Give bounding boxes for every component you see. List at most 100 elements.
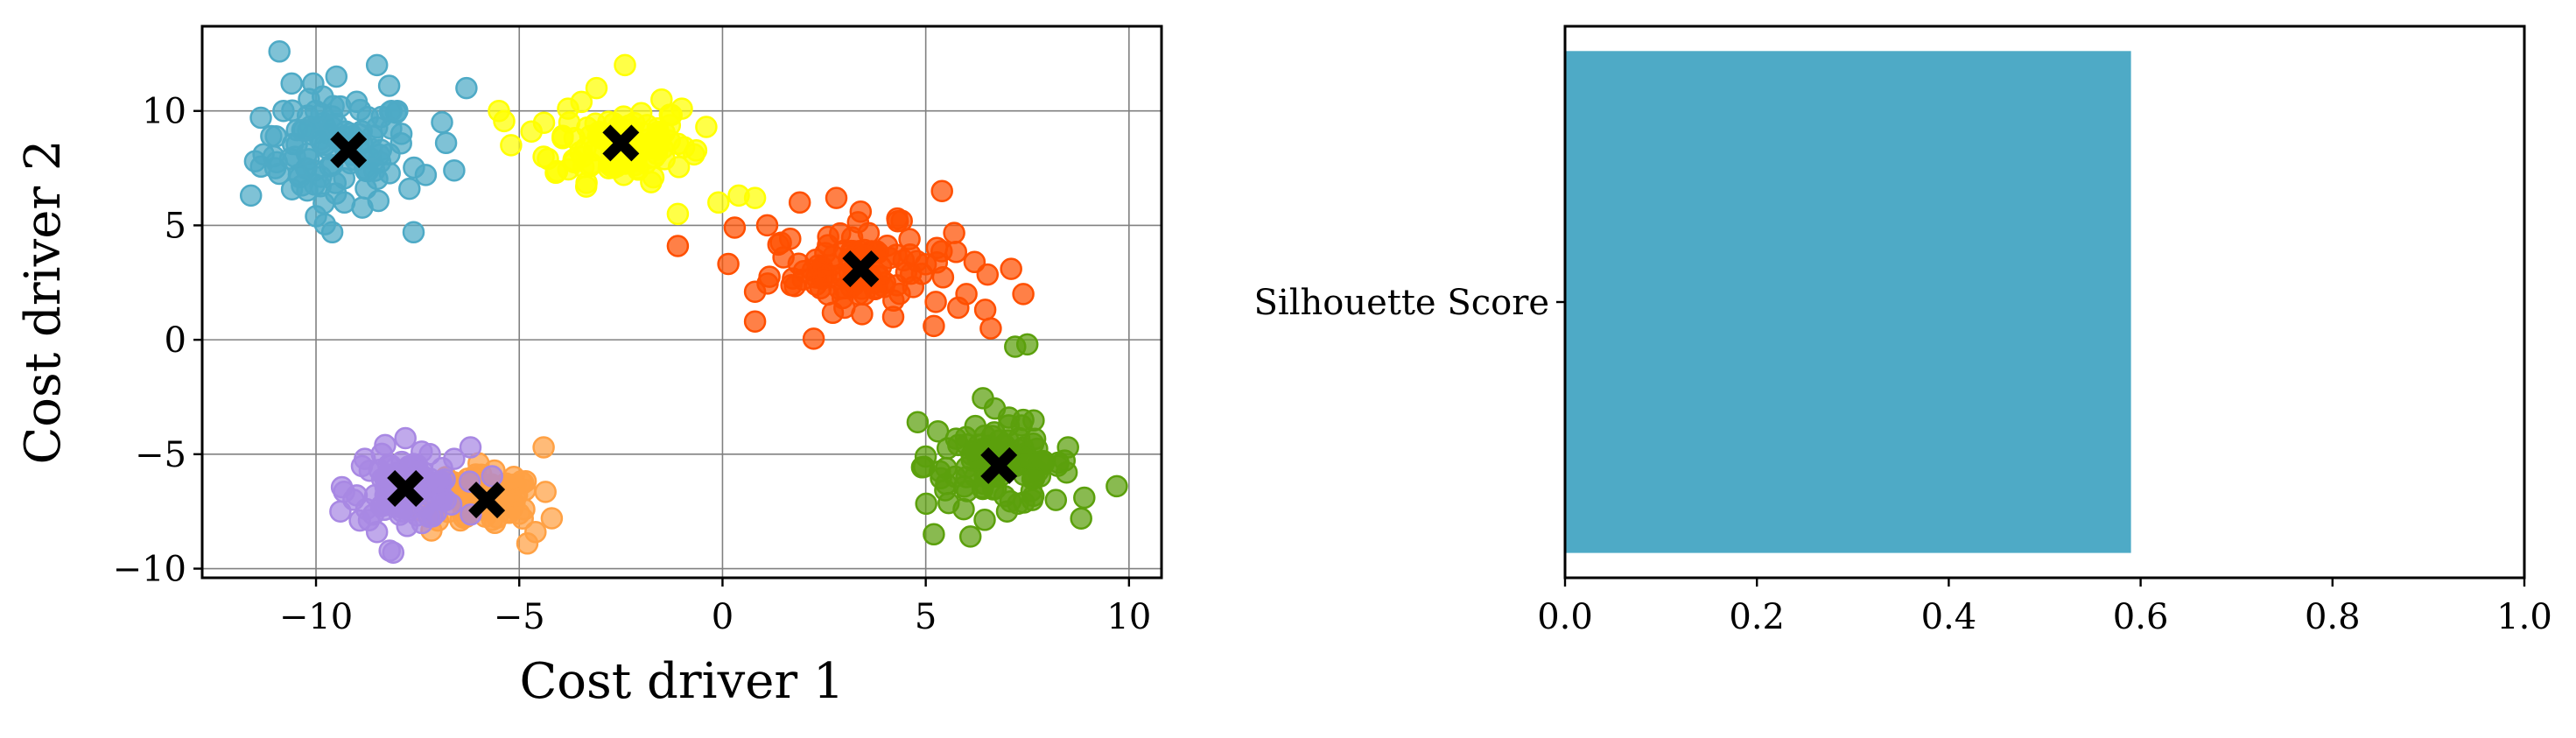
scatter-point xyxy=(892,249,916,272)
scatter-point xyxy=(910,263,934,285)
scatter-point xyxy=(707,191,730,214)
scatter-point xyxy=(513,498,536,521)
scatter-x-tick-label: −10 xyxy=(279,597,353,637)
scatter-point xyxy=(743,186,767,209)
scatter-point xyxy=(666,202,690,226)
scatter-point xyxy=(502,466,525,488)
scatter-point xyxy=(636,128,660,151)
scatter-point xyxy=(455,76,478,100)
silhouette-bar-chart: 0.0 0.2 0.4 0.6 0.8 1.0 Silhouette Score xyxy=(1254,25,2552,637)
scatter-point xyxy=(532,111,556,134)
scatter-point xyxy=(906,411,930,433)
scatter-x-ticks: −10 −5 0 5 10 xyxy=(279,578,1151,637)
scatter-point xyxy=(585,76,608,100)
scatter-point xyxy=(403,156,425,179)
scatter-x-tick-label: 10 xyxy=(1106,597,1151,637)
scatter-point xyxy=(493,109,516,133)
scatter-point xyxy=(268,40,291,63)
scatter-point xyxy=(563,151,586,173)
scatter-point xyxy=(431,111,453,134)
scatter-point xyxy=(524,520,547,544)
scatter-point xyxy=(667,156,691,179)
scatter-point xyxy=(658,103,682,126)
scatter-point xyxy=(993,484,1016,508)
scatter-y-ticks: −10 −5 0 5 10 xyxy=(113,92,202,590)
scatter-point xyxy=(574,175,598,198)
scatter-point xyxy=(309,174,332,198)
centroid-marker xyxy=(468,481,506,519)
scatter-point xyxy=(291,118,314,142)
scatter-point xyxy=(363,159,386,182)
scatter-point xyxy=(910,456,934,479)
bar-x-tick-label: 0.8 xyxy=(2305,597,2361,637)
bar-chart-bars xyxy=(1565,51,2131,553)
bar-x-ticks: 0.0 0.2 0.4 0.6 0.8 1.0 xyxy=(1537,578,2552,637)
scatter-x-axis-title: Cost driver 1 xyxy=(519,653,844,710)
scatter-point xyxy=(322,95,345,118)
scatter-point xyxy=(930,179,953,202)
scatter-point xyxy=(434,488,458,512)
scatter-y-tick-label: 10 xyxy=(142,92,186,132)
scatter-point xyxy=(351,196,374,219)
scatter-point xyxy=(666,235,690,257)
scatter-point xyxy=(853,283,876,306)
bar-x-tick-label: 0.0 xyxy=(1537,597,1593,637)
scatter-point xyxy=(534,481,557,503)
scatter-point xyxy=(840,226,864,250)
scatter-point xyxy=(602,156,625,179)
scatter-point xyxy=(614,53,636,77)
scatter-point xyxy=(915,492,937,516)
scatter-point xyxy=(411,511,433,535)
scatter-point xyxy=(930,240,953,263)
centroid-marker xyxy=(602,124,640,162)
scatter-point xyxy=(459,436,482,459)
scatter-point xyxy=(923,314,945,338)
scatter-point xyxy=(443,158,466,182)
scatter-point xyxy=(979,317,1002,340)
scatter-point xyxy=(330,475,354,499)
scatter-point xyxy=(802,327,825,350)
scatter-point xyxy=(280,72,303,95)
scatter-point xyxy=(972,387,994,410)
scatter-point xyxy=(1023,427,1047,451)
bar-x-tick-label: 0.2 xyxy=(1729,597,1785,637)
scatter-y-axis-title: Cost driver 2 xyxy=(15,139,72,464)
scatter-point xyxy=(394,426,417,450)
scatter-y-tick-label: −5 xyxy=(135,435,186,475)
scatter-point xyxy=(817,234,839,257)
scatter-point xyxy=(695,116,718,138)
scatter-point xyxy=(380,117,403,140)
scatter-point xyxy=(973,299,997,321)
scatter-point xyxy=(284,145,306,168)
scatter-point xyxy=(532,436,555,459)
centroid-marker xyxy=(387,470,425,508)
scatter-point xyxy=(354,177,377,200)
scatter-point xyxy=(788,191,811,214)
scatter-point xyxy=(758,265,781,288)
scatter-x-tick-label: 5 xyxy=(915,597,937,637)
scatter-point xyxy=(1022,467,1046,489)
scatter-point xyxy=(388,503,411,526)
scatter-point xyxy=(249,106,272,130)
scatter-point xyxy=(851,303,874,326)
scatter-point xyxy=(755,214,779,237)
scatter-point xyxy=(717,252,740,276)
scatter-point xyxy=(825,186,848,209)
scatter-point xyxy=(398,177,421,200)
scatter-point xyxy=(958,525,982,548)
scatter-point xyxy=(356,105,379,129)
scatter-centroids xyxy=(330,124,1018,519)
scatter-point xyxy=(239,184,263,207)
scatter-y-tick-label: 0 xyxy=(165,320,186,361)
scatter-point xyxy=(1106,474,1128,498)
centroid-marker xyxy=(842,250,880,288)
scatter-point xyxy=(812,266,835,290)
scatter-point xyxy=(1070,507,1092,530)
scatter-point xyxy=(481,465,503,488)
centroid-marker xyxy=(330,131,368,169)
scatter-point xyxy=(936,437,959,460)
scatter-point xyxy=(586,124,610,148)
scatter-point xyxy=(360,137,383,160)
scatter-point xyxy=(365,53,389,77)
